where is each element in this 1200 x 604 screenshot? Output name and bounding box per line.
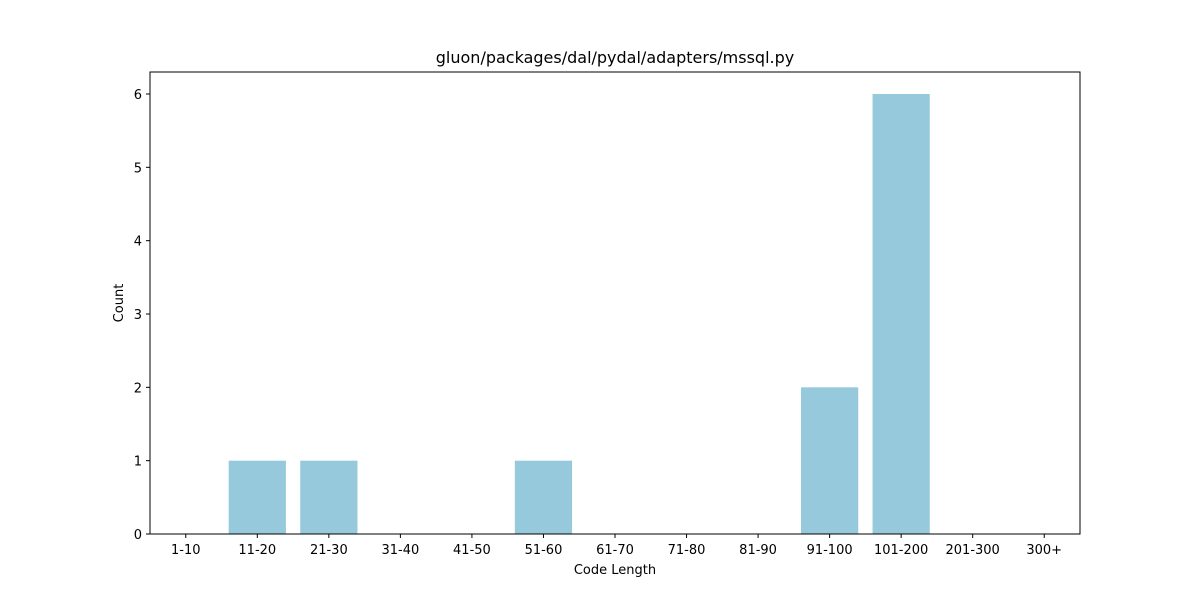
bar-21-30 — [300, 460, 358, 534]
bar-101-200 — [872, 94, 930, 534]
y-tick-label: 6 — [134, 88, 142, 103]
x-tick-label: 81-90 — [739, 543, 777, 558]
x-tick-label: 21-30 — [310, 543, 348, 558]
x-tick-label: 1-10 — [171, 543, 201, 558]
x-tick-label: 31-40 — [381, 543, 419, 558]
bar-91-100 — [801, 387, 859, 534]
x-tick-label: 61-70 — [596, 543, 634, 558]
y-axis: 0 1 2 3 4 5 6 — [134, 88, 150, 543]
y-tick-label: 2 — [134, 381, 142, 396]
y-tick-label: 3 — [134, 308, 142, 323]
y-tick-label: 1 — [134, 455, 142, 470]
y-tick-label: 4 — [134, 235, 142, 250]
x-tick-label: 71-80 — [668, 543, 706, 558]
bar-51-60 — [514, 460, 573, 534]
y-tick-label: 5 — [134, 161, 142, 176]
x-tick-label: 51-60 — [525, 543, 563, 558]
chart-title: gluon/packages/dal/pydal/adapters/mssql.… — [436, 48, 794, 67]
x-axis: 1-10 11-20 21-30 31-40 41-50 51-60 61-70 71-80 8… — [171, 534, 1062, 558]
y-tick-label: 0 — [134, 528, 142, 543]
x-tick-label: 300+ — [1026, 543, 1062, 558]
x-tick-label: 41-50 — [453, 543, 491, 558]
bar-11-20 — [228, 460, 286, 534]
plot-frame — [149, 71, 1081, 535]
x-tick-label: 11-20 — [238, 543, 276, 558]
x-tick-label: 91-100 — [807, 543, 853, 558]
x-axis-label: Code Length — [574, 563, 656, 578]
x-tick-label: 201-300 — [946, 543, 1000, 558]
bars-layer — [228, 94, 930, 534]
y-axis-label: Count — [112, 284, 127, 323]
x-tick-label: 101-200 — [874, 543, 928, 558]
